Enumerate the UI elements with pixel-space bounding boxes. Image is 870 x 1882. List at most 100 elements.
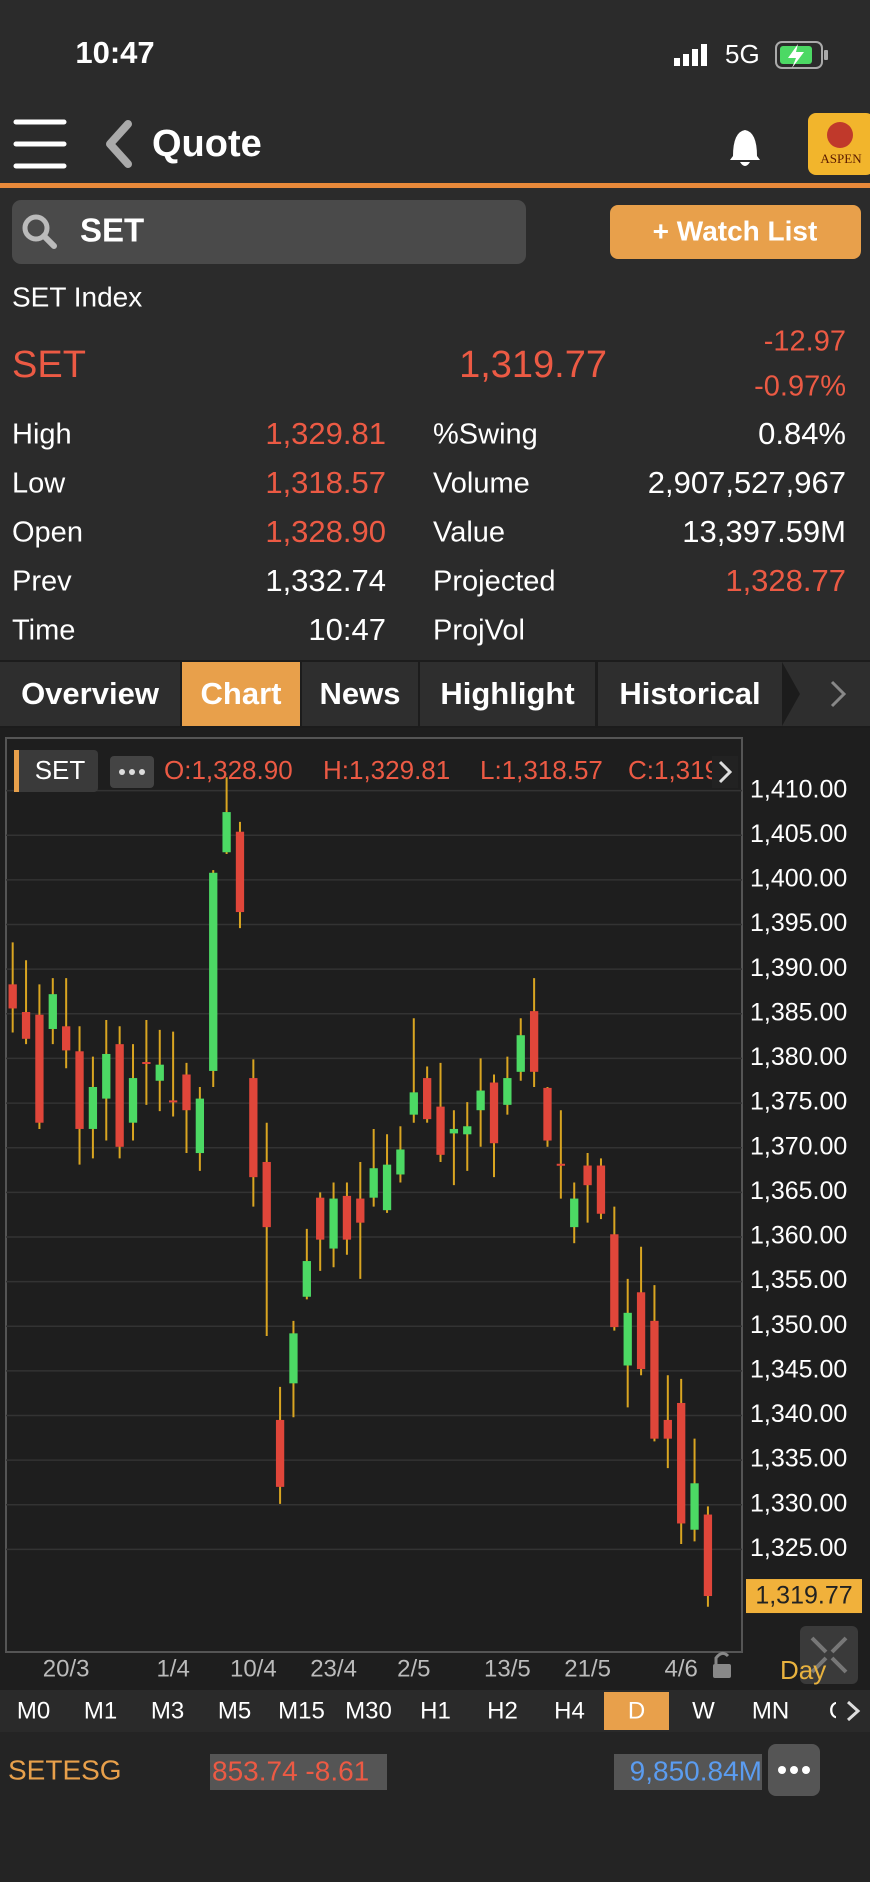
header-scroll-arrow: [718, 760, 733, 784]
timeframe-label: M30: [345, 1697, 392, 1724]
quote-symbol: SET: [12, 344, 86, 386]
candle-body: [222, 812, 231, 853]
y-tick-label: 1,390.00: [750, 954, 847, 982]
candle-body: [543, 1087, 552, 1141]
timeframe-button[interactable]: [671, 1692, 736, 1730]
tab-label: Overview: [21, 676, 160, 711]
candle-body: [329, 1198, 338, 1249]
ticker-price-bg: [210, 1754, 387, 1790]
timeframe-button[interactable]: [68, 1692, 133, 1730]
quote-name: SET Index: [12, 281, 142, 312]
candle-body: [182, 1074, 191, 1111]
timeframe-button[interactable]: [135, 1692, 200, 1730]
candle-body: [529, 1011, 539, 1072]
battery-icon: [775, 41, 828, 69]
stat-label: Open: [12, 517, 83, 549]
timeframe-button[interactable]: [537, 1692, 602, 1730]
candle-body: [289, 1333, 298, 1384]
symbol-tag[interactable]: [14, 750, 98, 792]
stat-value: 2,907,527,967: [648, 465, 846, 500]
x-tick-label: 21/5: [564, 1655, 611, 1682]
tab-scroll[interactable]: [782, 662, 870, 726]
candle-body: [436, 1106, 445, 1155]
ticker-price-change: 853.74 -8.61: [212, 1755, 369, 1786]
timeframe-label: M15: [278, 1697, 325, 1724]
timeframe-button[interactable]: [738, 1692, 803, 1730]
tab[interactable]: [302, 662, 418, 726]
timeframe-button[interactable]: [604, 1692, 669, 1730]
logo-emblem: [827, 122, 853, 148]
candle-body: [396, 1149, 405, 1175]
tab-label: Chart: [201, 676, 282, 711]
candle-body: [35, 1014, 44, 1123]
chart-menu-dots: [119, 769, 145, 775]
timeframe-button[interactable]: [403, 1692, 468, 1730]
candle-body: [209, 872, 218, 1071]
timeframe-label: M0: [17, 1697, 50, 1724]
ticker-value-bg: [614, 1754, 762, 1790]
y-tick-label: 1,350.00: [750, 1311, 847, 1339]
tab[interactable]: [598, 662, 782, 726]
candle-body: [142, 1062, 151, 1065]
header-scroll[interactable]: [712, 756, 738, 788]
symbol-tag-accent: [14, 750, 19, 792]
stat-label: Time: [12, 615, 75, 647]
candle-body: [516, 1035, 525, 1072]
search-box[interactable]: [12, 200, 526, 264]
menu-button[interactable]: [13, 119, 67, 169]
watch-list-button[interactable]: [610, 205, 861, 259]
candle-body: [556, 1163, 565, 1166]
candle-body: [356, 1198, 365, 1223]
ticker-value: 9,850.84M: [630, 1755, 762, 1786]
y-tick-label: 1,375.00: [750, 1088, 847, 1116]
candle-body: [677, 1402, 686, 1524]
back-button[interactable]: [106, 120, 132, 168]
ohlc-value: H:1,329.81: [323, 755, 450, 785]
candle-body: [316, 1197, 325, 1240]
timeframe-scroll[interactable]: [836, 1692, 870, 1730]
tabs: Overview Chart News Highlight Historical: [0, 662, 870, 726]
ticker-symbol: SETESG: [8, 1754, 122, 1785]
candle-body: [423, 1078, 432, 1120]
timeframe-button[interactable]: [470, 1692, 535, 1730]
timeframe-button[interactable]: [202, 1692, 267, 1730]
tab[interactable]: [182, 662, 300, 726]
candle-body: [195, 1098, 205, 1154]
timeframe-label: W: [692, 1697, 715, 1724]
tab-label: Historical: [619, 676, 760, 711]
search-icon-handle: [41, 233, 57, 249]
search-icon: [22, 214, 50, 242]
candle-body: [102, 1053, 111, 1099]
timeframe-button[interactable]: [269, 1692, 334, 1730]
bell-icon[interactable]: [730, 130, 760, 166]
y-tick-label: 1,325.00: [750, 1534, 847, 1562]
timeframes: M0M1M3M5M15M30H1H2H4DWMNC: [1, 1692, 870, 1730]
candle-body: [703, 1514, 713, 1597]
timeframe-button[interactable]: [1, 1692, 66, 1730]
timeframe-label: H4: [554, 1697, 585, 1724]
stat-label: %Swing: [433, 419, 538, 451]
last-price-label: 1,319.77: [755, 1582, 852, 1610]
candle-body: [476, 1090, 485, 1111]
candle-body: [249, 1078, 258, 1178]
stat-value: 1,332.74: [265, 563, 386, 598]
tab[interactable]: [0, 662, 180, 726]
stat-label: Value: [433, 517, 505, 549]
candle-body: [382, 1164, 392, 1211]
tab[interactable]: [420, 662, 595, 726]
ticker-menu-dots: [778, 1766, 810, 1774]
quote-change: -12.97: [764, 326, 846, 358]
period-label: Day: [780, 1655, 826, 1685]
candle-body: [75, 1051, 84, 1129]
ohlc-header: O:1,328.90 H:1,329.81 L:1,318.57 C:1,319.77: [164, 755, 712, 785]
candle-body: [8, 984, 17, 1009]
timeframe-label: M3: [151, 1697, 184, 1724]
timeframe-button[interactable]: [336, 1692, 401, 1730]
candle-body: [663, 1419, 672, 1439]
lock-icon[interactable]: [713, 1651, 731, 1678]
chart-bg: [0, 728, 870, 1690]
candle-body: [449, 1128, 459, 1134]
candle-body: [409, 1092, 418, 1115]
y-tick-label: 1,335.00: [750, 1445, 847, 1473]
